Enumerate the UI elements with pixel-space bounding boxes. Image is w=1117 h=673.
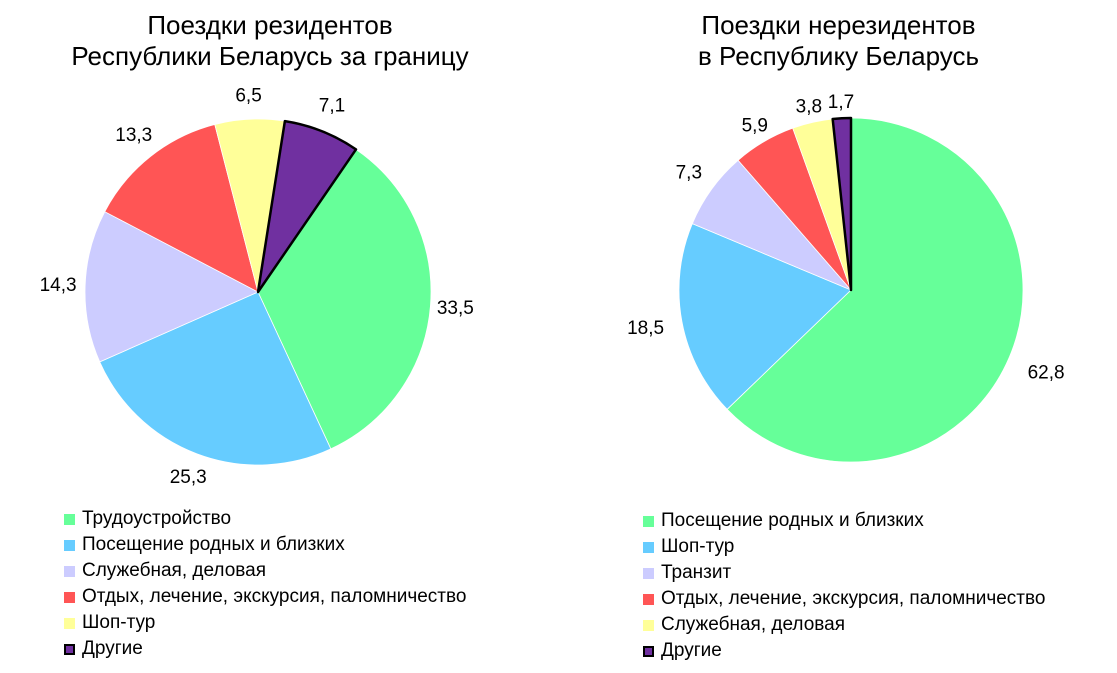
pie-slice-служебная-деловая <box>84 211 259 363</box>
legend-item-отдых-лечение-экскурсия-паломничество: Отдых, лечение, экскурсия, паломничество <box>64 584 466 610</box>
chart-title-line-1: Поездки нерезидентов <box>701 10 976 40</box>
legend-label: Другие <box>82 638 143 659</box>
legend-swatch <box>64 643 75 655</box>
legend-item-посещение-родных-и-близких: Посещение родных и близких <box>64 532 466 558</box>
legend-label: Посещение родных и близких <box>661 510 924 531</box>
pie-slice-посещение-родных-и-близких <box>99 291 332 466</box>
data-label-отдых-лечение-экскурсия-паломничество: 5,9 <box>742 116 768 137</box>
legend-item-посещение-родных-и-близких: Посещение родных и близких <box>643 508 1045 534</box>
legend-label: Трудоустройство <box>82 508 232 529</box>
legend-swatch <box>643 515 654 527</box>
chart-title: Поездки нерезидентов в Республику Белару… <box>560 10 1117 72</box>
legend-residents: Трудоустройство Посещение родных и близки… <box>64 506 466 662</box>
legend-swatch <box>643 619 654 631</box>
pie-slice-трудоустройство <box>257 149 432 450</box>
data-label-другие: 7,1 <box>319 96 345 117</box>
chart-title-line-2: в Республику Беларусь <box>697 41 980 71</box>
data-label-посещение-родных-и-близких: 25,3 <box>170 467 207 488</box>
chart-title-line-1: Поездки резидентов <box>147 10 393 40</box>
legend-swatch <box>643 541 654 553</box>
legend-label: Служебная, деловая <box>82 560 266 581</box>
data-label-служебная-деловая: 14,3 <box>40 275 77 296</box>
data-label-шоп-тур: 18,5 <box>627 318 664 339</box>
chart-title: Поездки резидентов Республики Беларусь з… <box>0 10 540 72</box>
data-label-транзит: 7,3 <box>676 162 702 183</box>
legend-item-другие: Другие <box>64 636 466 662</box>
legend-item-шоп-тур: Шоп-тур <box>643 534 1045 560</box>
pie-slice-другие <box>256 119 358 294</box>
data-label-посещение-родных-и-близких: 62,8 <box>1028 362 1065 383</box>
data-label-служебная-деловая: 3,8 <box>796 96 822 117</box>
legend-nonresidents: Посещение родных и близких Шоп-тур Транзит… <box>643 508 1045 664</box>
legend-item-шоп-тур: Шоп-тур <box>64 610 466 636</box>
legend-swatch <box>643 567 654 579</box>
legend-label: Отдых, лечение, экскурсия, паломничество <box>82 586 467 607</box>
legend-swatch <box>64 565 75 577</box>
legend-swatch <box>64 513 75 525</box>
data-label-другие: 1,7 <box>828 92 854 113</box>
legend-item-другие: Другие <box>643 638 1045 664</box>
legend-item-служебная-деловая: Служебная, деловая <box>64 558 466 584</box>
pie-slice-отдых-лечение-экскурсия-паломничество <box>104 124 259 293</box>
pie-residents: 33,5 25,3 14,3 13,3 6,5 7,1 <box>40 86 474 488</box>
legend-swatch <box>643 593 654 605</box>
pie-slice-посещение-родных-и-близких <box>726 117 1024 463</box>
chart-nonresidents: Поездки нерезидентов в Республику Белару… <box>560 0 1117 673</box>
legend-item-транзит: Транзит <box>643 560 1045 586</box>
legend-label: Шоп-тур <box>82 612 156 633</box>
legend-swatch <box>64 591 75 603</box>
pie-slice-другие <box>831 116 853 292</box>
data-label-трудоустройство: 33,5 <box>437 298 474 319</box>
legend-label: Служебная, деловая <box>661 614 845 635</box>
chart-title-line-2: Республики Беларусь за границу <box>71 41 469 71</box>
legend-label: Шоп-тур <box>661 536 735 557</box>
legend-label: Другие <box>661 640 722 661</box>
legend-item-отдых-лечение-экскурсия-паломничество: Отдых, лечение, экскурсия, паломничество <box>643 586 1045 612</box>
legend-label: Транзит <box>661 562 732 583</box>
pie-slice-шоп-тур <box>678 223 852 410</box>
legend-item-трудоустройство: Трудоустройство <box>64 506 466 532</box>
legend-swatch <box>64 617 75 629</box>
legend-label: Посещение родных и близких <box>82 534 345 555</box>
legend-item-служебная-деловая: Служебная, деловая <box>643 612 1045 638</box>
chart-residents: Поездки резидентов Республики Беларусь з… <box>0 0 540 673</box>
legend-swatch <box>64 539 75 551</box>
data-label-шоп-тур: 6,5 <box>235 86 261 107</box>
data-label-отдых-лечение-экскурсия-паломничество: 13,3 <box>115 125 152 146</box>
pie-nonresidents: 62,8 18,5 7,3 5,9 3,8 1,7 <box>627 92 1065 463</box>
legend-swatch <box>643 645 654 657</box>
legend-label: Отдых, лечение, экскурсия, паломничество <box>661 588 1046 609</box>
